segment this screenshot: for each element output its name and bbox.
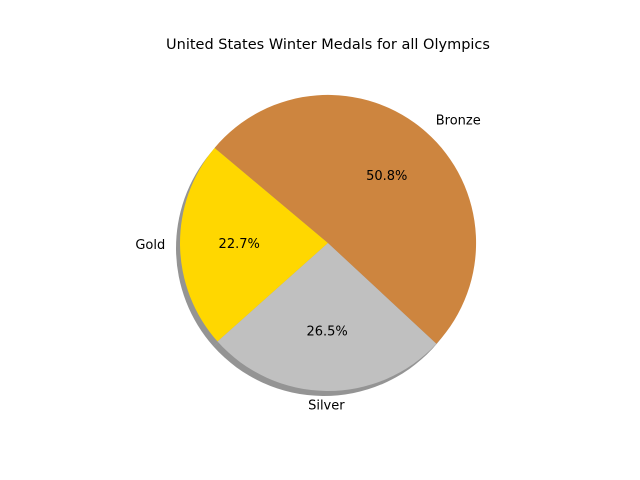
slice-label-silver: Silver	[308, 398, 345, 413]
slice-gold	[180, 147, 328, 342]
slice-silver	[217, 243, 437, 391]
slice-label-gold: Gold	[135, 238, 165, 253]
slice-label-bronze: Bronze	[436, 113, 481, 128]
slice-percent-gold: 22.7%	[219, 237, 260, 252]
pie-labels: Gold 22.7% Silver 26.5% Bronze 50.8%	[135, 113, 480, 413]
slice-bronze	[214, 94, 477, 344]
slice-percent-bronze: 50.8%	[366, 169, 407, 184]
chart-title: United States Winter Medals for all Olym…	[166, 37, 490, 53]
slice-percent-silver: 26.5%	[306, 324, 347, 339]
pie-slices	[180, 94, 477, 391]
